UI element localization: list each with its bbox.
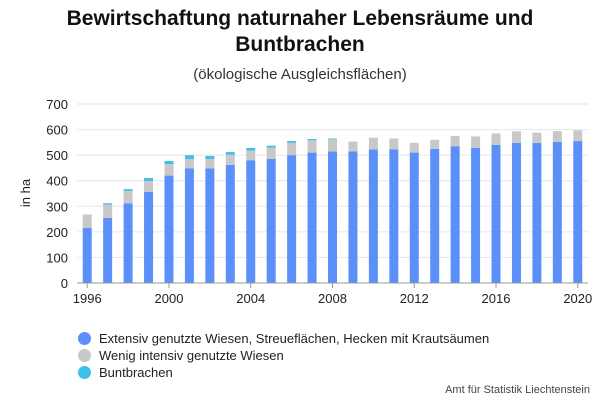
legend-item-wenig-intensiv[interactable]: Wenig intensiv genutzte Wiesen bbox=[78, 347, 489, 364]
bar-segment-wenig-intensiv-2000[interactable] bbox=[164, 164, 174, 176]
bar-segment-wenig-intensiv-2013[interactable] bbox=[430, 139, 440, 149]
legend-swatch-extensiv bbox=[78, 332, 91, 345]
bar-segment-wenig-intensiv-2015[interactable] bbox=[471, 136, 481, 148]
y-tick-label: 400 bbox=[46, 174, 68, 189]
bar-segment-extensiv-2020[interactable] bbox=[573, 141, 583, 283]
bar-segment-extensiv-2015[interactable] bbox=[471, 147, 481, 283]
bar-segment-wenig-intensiv-2004[interactable] bbox=[246, 150, 256, 161]
bars-group bbox=[82, 130, 583, 283]
y-axis-label: in ha bbox=[18, 178, 33, 207]
x-axis-ticks: 1996 2000 2004 2008 2012 2016 2020 bbox=[73, 283, 592, 306]
bar-segment-extensiv-2010[interactable] bbox=[368, 149, 378, 283]
bar-segment-wenig-intensiv-2011[interactable] bbox=[389, 138, 399, 150]
chart-subtitle: (ökologische Ausgleichsflächen) bbox=[193, 66, 407, 83]
bar-segment-extensiv-2004[interactable] bbox=[246, 160, 256, 283]
bar-segment-extensiv-2008[interactable] bbox=[328, 151, 337, 283]
bar-segment-extensiv-2006[interactable] bbox=[287, 155, 297, 283]
bar-segment-extensiv-1997[interactable] bbox=[103, 217, 113, 283]
legend-item-buntbrachen[interactable]: Buntbrachen bbox=[78, 364, 489, 381]
bar-segment-wenig-intensiv-2007[interactable] bbox=[307, 140, 317, 153]
x-tick-label: 2012 bbox=[400, 291, 429, 306]
bar-segment-extensiv-1996[interactable] bbox=[82, 228, 92, 283]
bar-segment-buntbrachen-1998[interactable] bbox=[123, 189, 133, 191]
bar-segment-extensiv-2011[interactable] bbox=[389, 149, 399, 283]
y-tick-label: 600 bbox=[46, 123, 68, 138]
y-tick-label: 200 bbox=[46, 225, 68, 240]
bar-segment-extensiv-2018[interactable] bbox=[532, 142, 542, 283]
bar-segment-wenig-intensiv-2010[interactable] bbox=[368, 137, 378, 150]
bar-segment-extensiv-2013[interactable] bbox=[430, 148, 440, 283]
x-tick-label: 2016 bbox=[482, 291, 511, 306]
bar-segment-buntbrachen-2007[interactable] bbox=[307, 139, 317, 141]
bar-segment-wenig-intensiv-2019[interactable] bbox=[552, 131, 562, 142]
bar-segment-extensiv-2007[interactable] bbox=[307, 152, 317, 283]
bar-segment-wenig-intensiv-2009[interactable] bbox=[348, 141, 358, 152]
bar-segment-wenig-intensiv-2012[interactable] bbox=[409, 142, 419, 153]
bar-segment-extensiv-2001[interactable] bbox=[184, 168, 194, 283]
bar-segment-wenig-intensiv-2018[interactable] bbox=[532, 132, 542, 143]
bar-segment-buntbrachen-2004[interactable] bbox=[246, 147, 256, 151]
bar-segment-wenig-intensiv-1997[interactable] bbox=[103, 204, 113, 218]
chart-svg: 0 100 200 300 400 500 600 700 in ha 1996 2000 200… bbox=[18, 97, 592, 306]
bar-segment-extensiv-1998[interactable] bbox=[123, 203, 133, 283]
bar-segment-buntbrachen-2005[interactable] bbox=[266, 145, 276, 148]
bar-segment-wenig-intensiv-2006[interactable] bbox=[287, 142, 297, 156]
bar-segment-extensiv-2002[interactable] bbox=[205, 168, 215, 283]
bar-segment-buntbrachen-2006[interactable] bbox=[287, 141, 297, 143]
bar-segment-extensiv-2000[interactable] bbox=[164, 175, 174, 283]
x-tick-label: 2020 bbox=[563, 291, 592, 306]
bar-segment-extensiv-2012[interactable] bbox=[409, 152, 419, 283]
y-tick-label: 300 bbox=[46, 199, 68, 214]
x-tick-label: 2000 bbox=[155, 291, 184, 306]
bar-segment-buntbrachen-2003[interactable] bbox=[225, 152, 235, 155]
bar-segment-buntbrachen-2002[interactable] bbox=[205, 155, 215, 159]
bar-segment-extensiv-2017[interactable] bbox=[511, 142, 521, 283]
credits[interactable]: Amt für Statistik Liechtenstein bbox=[445, 384, 590, 396]
bar-segment-extensiv-2005[interactable] bbox=[266, 158, 276, 283]
bar-segment-wenig-intensiv-1998[interactable] bbox=[123, 190, 133, 204]
bar-segment-buntbrachen-1999[interactable] bbox=[144, 177, 154, 181]
legend-label-wenig-intensiv: Wenig intensiv genutzte Wiesen bbox=[99, 348, 284, 363]
chart-title: Bewirtschaftung naturnaher Lebensräume u… bbox=[0, 6, 600, 58]
bar-segment-extensiv-2019[interactable] bbox=[552, 141, 562, 283]
bar-segment-buntbrachen-1997[interactable] bbox=[103, 203, 113, 205]
bar-segment-wenig-intensiv-1999[interactable] bbox=[144, 180, 154, 192]
bar-segment-buntbrachen-2001[interactable] bbox=[184, 155, 194, 159]
y-axis-ticks: 0 100 200 300 400 500 600 700 bbox=[46, 97, 68, 291]
bar-segment-extensiv-2016[interactable] bbox=[491, 144, 501, 283]
bar-segment-wenig-intensiv-2003[interactable] bbox=[225, 154, 235, 165]
legend-item-extensiv[interactable]: Extensiv genutzte Wiesen, Streueflächen,… bbox=[78, 330, 489, 347]
bar-segment-extensiv-2003[interactable] bbox=[225, 164, 235, 283]
legend-label-extensiv: Extensiv genutzte Wiesen, Streueflächen,… bbox=[99, 331, 490, 346]
bar-segment-wenig-intensiv-2001[interactable] bbox=[184, 158, 194, 169]
bar-segment-wenig-intensiv-1996[interactable] bbox=[82, 214, 92, 229]
bar-segment-wenig-intensiv-2017[interactable] bbox=[511, 131, 521, 143]
bar-segment-wenig-intensiv-2016[interactable] bbox=[491, 133, 501, 145]
chart-title-text: Bewirtschaftung naturnaher Lebensräume u… bbox=[66, 7, 534, 56]
y-tick-label: 700 bbox=[46, 97, 68, 112]
y-tick-label: 0 bbox=[61, 276, 68, 291]
x-tick-label: 2008 bbox=[318, 291, 347, 306]
bar-segment-buntbrachen-2000[interactable] bbox=[164, 161, 174, 165]
legend-label-buntbrachen: Buntbrachen bbox=[99, 365, 173, 380]
x-tick-label: 1996 bbox=[73, 291, 102, 306]
bar-segment-wenig-intensiv-2020[interactable] bbox=[573, 130, 583, 142]
bar-segment-extensiv-2009[interactable] bbox=[348, 151, 358, 283]
legend-swatch-wenig-intensiv bbox=[78, 349, 91, 362]
bar-segment-wenig-intensiv-2014[interactable] bbox=[450, 135, 460, 147]
bar-segment-extensiv-2014[interactable] bbox=[450, 146, 460, 283]
bar-segment-extensiv-1999[interactable] bbox=[144, 191, 154, 283]
bar-segment-wenig-intensiv-2005[interactable] bbox=[266, 147, 276, 159]
bar-segment-wenig-intensiv-2002[interactable] bbox=[205, 158, 215, 169]
bar-segment-buntbrachen-2008[interactable] bbox=[328, 138, 337, 140]
y-tick-label: 500 bbox=[46, 148, 68, 163]
x-tick-label: 2004 bbox=[236, 291, 265, 306]
legend-swatch-buntbrachen bbox=[78, 366, 91, 379]
bar-segment-wenig-intensiv-2008[interactable] bbox=[328, 139, 337, 152]
y-tick-label: 100 bbox=[46, 250, 68, 265]
legend: Extensiv genutzte Wiesen, Streueflächen,… bbox=[78, 330, 489, 381]
